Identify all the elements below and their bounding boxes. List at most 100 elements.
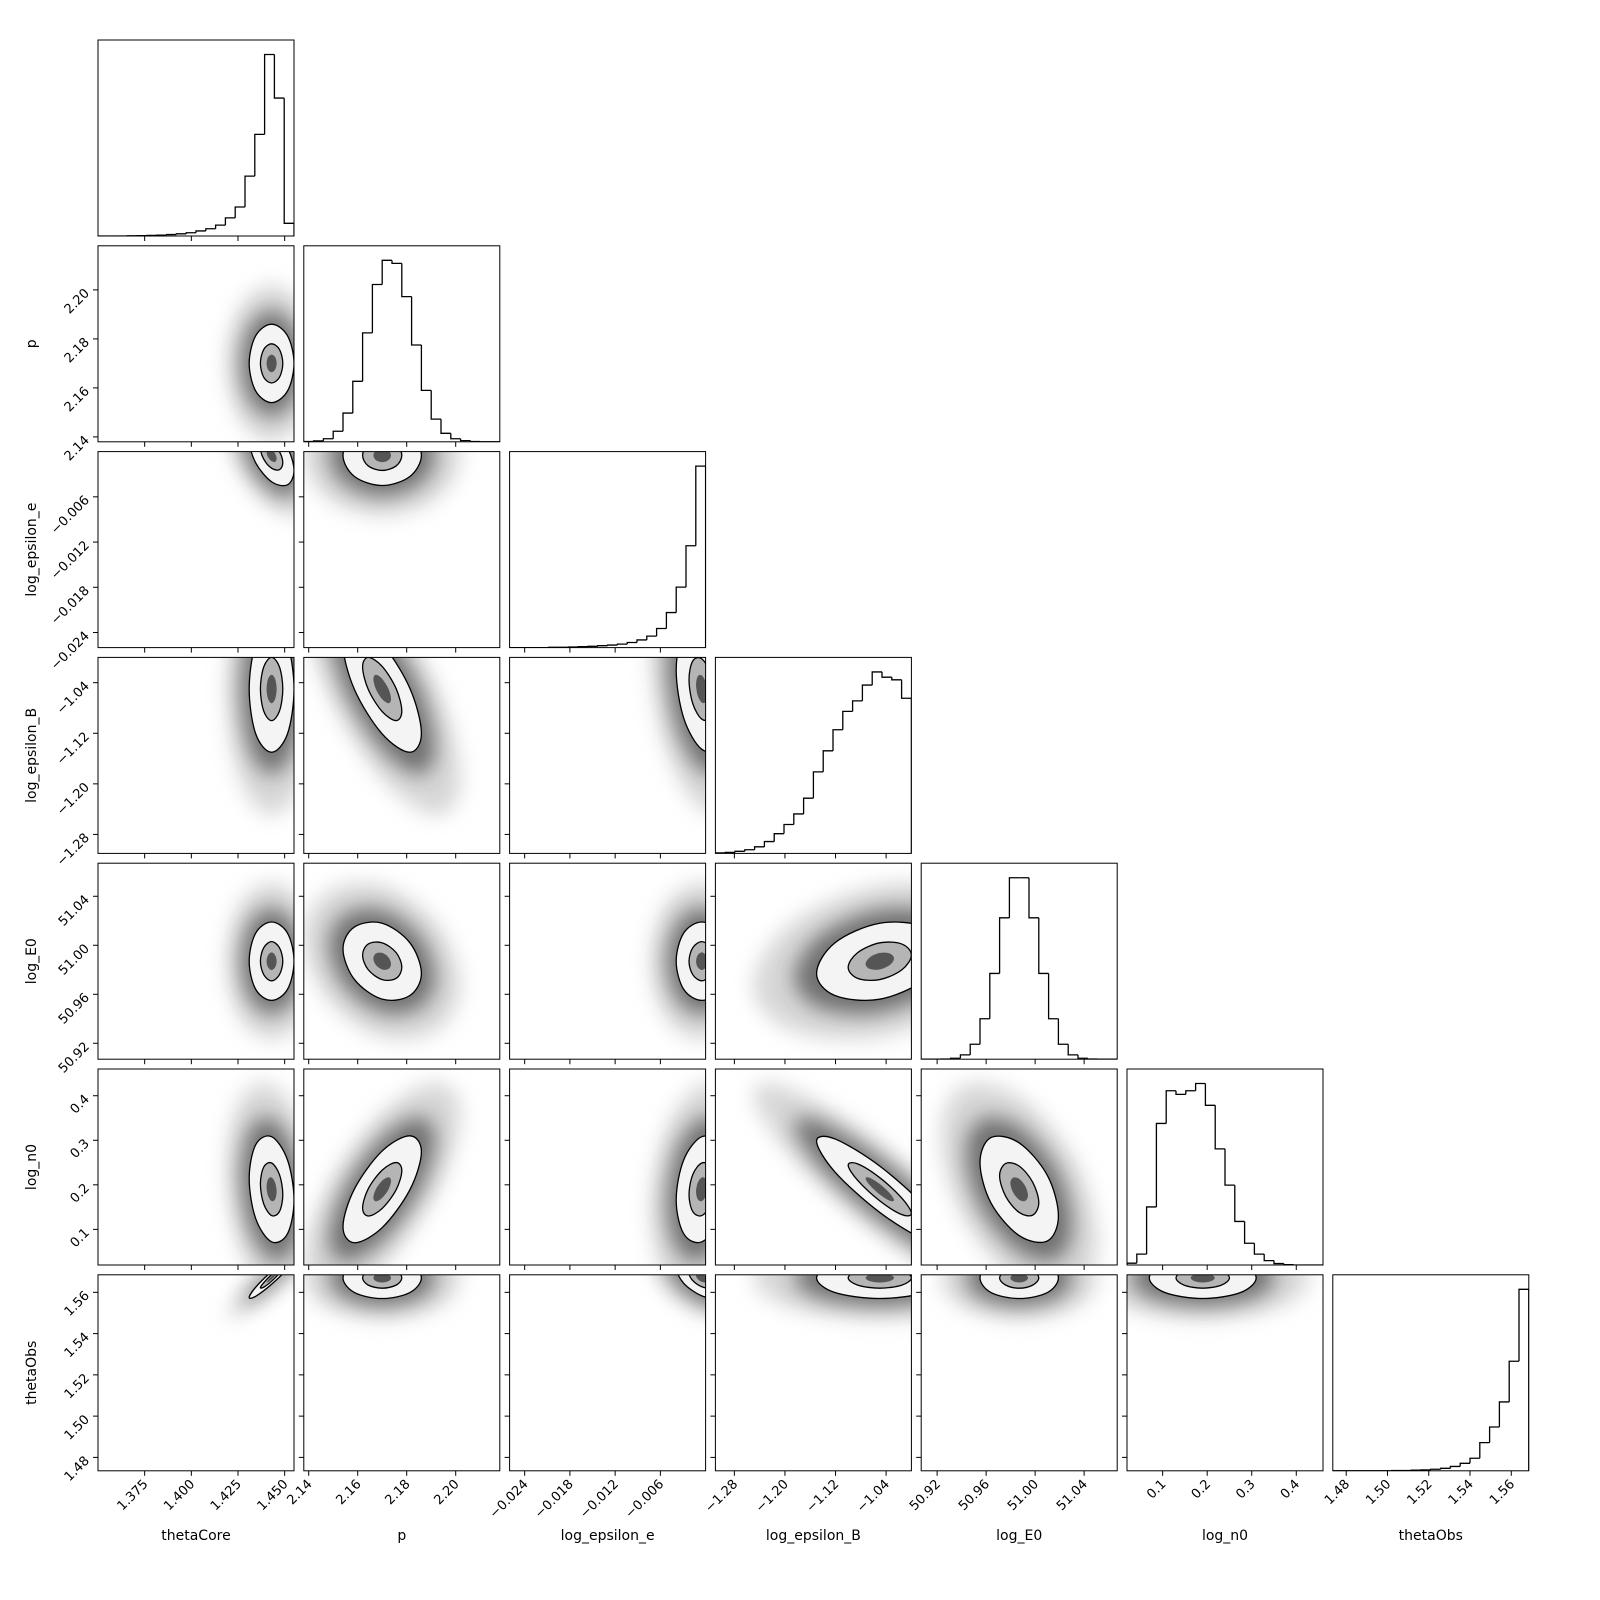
histogram-bin: [1047, 973, 1059, 1020]
panel-content: [303, 259, 500, 442]
histogram-bin: [891, 677, 902, 681]
histogram-bin: [401, 263, 412, 298]
x-tick-label: 51.04: [1054, 1477, 1091, 1514]
y-tick-label: 2.18: [62, 335, 93, 366]
x-tick-label: 2.14: [284, 1477, 315, 1508]
density-panel: [714, 1274, 912, 1472]
density-peak: [865, 1274, 895, 1283]
histogram-bin: [332, 430, 343, 439]
density-peak: [266, 1274, 276, 1283]
density-peak: [373, 952, 392, 970]
histogram-bin: [1165, 1090, 1176, 1124]
density-panel: [97, 862, 295, 1060]
y-tick-label: 2.16: [62, 384, 93, 415]
histogram-bin: [371, 283, 383, 333]
histogram-bin: [1224, 1148, 1235, 1186]
density-panel: [714, 862, 912, 1060]
panel-content: [303, 882, 461, 1040]
histogram-bin: [391, 260, 402, 264]
histogram-bin: [1263, 1254, 1274, 1262]
histogram-bin: [724, 851, 735, 853]
panel-content: [226, 882, 294, 1040]
panel-content: [656, 1274, 706, 1316]
density-panel: [714, 1068, 912, 1266]
y-axis-label: log_epsilon_e: [24, 503, 40, 597]
panel-frame: [509, 1068, 707, 1266]
histogram-panel: [920, 862, 1118, 1060]
density-panel: [97, 451, 295, 649]
histogram-bin: [626, 641, 637, 645]
y-tick-label: −1.20: [54, 780, 93, 819]
panel-content: [303, 1082, 461, 1265]
histogram-bin: [1127, 1262, 1137, 1265]
density-peak: [1010, 1274, 1029, 1283]
panel-content: [940, 1083, 1098, 1265]
histogram-bin: [224, 217, 236, 226]
y-axis-label: thetaObs: [24, 1341, 40, 1405]
histogram-bin: [1185, 1090, 1196, 1095]
x-tick-label: 1.400: [161, 1477, 198, 1514]
panel-frame: [509, 862, 707, 1060]
panel-content: [226, 285, 294, 442]
histogram-bin: [1057, 1018, 1069, 1045]
x-tick-label: −1.04: [854, 1477, 893, 1516]
density-peak: [266, 674, 277, 704]
density-panel: [303, 656, 501, 854]
density-panel: [509, 656, 707, 854]
density-panel: [509, 1068, 707, 1266]
y-tick-label: −0.024: [48, 629, 93, 674]
x-tick-label: 1.54: [1446, 1477, 1477, 1508]
histogram-bin: [420, 345, 432, 392]
panel-frame: [97, 1068, 295, 1266]
x-tick-label: 2.16: [333, 1477, 364, 1508]
x-tick-label: 0.1: [1144, 1477, 1169, 1502]
panel-frame: [97, 39, 295, 237]
histogram-bin: [1145, 1206, 1157, 1255]
histogram-bin: [1439, 1467, 1451, 1470]
histogram-bin: [822, 750, 833, 772]
histogram-bin: [1283, 1263, 1294, 1265]
panel-content: [650, 882, 706, 1040]
histogram-bin: [175, 233, 187, 235]
panel-content: [303, 451, 461, 516]
panel-content: [650, 1083, 706, 1265]
panel-frame: [303, 1274, 501, 1472]
histogram-bin: [1155, 1122, 1167, 1207]
panel-content: [226, 657, 294, 816]
panel-content: [1127, 1082, 1323, 1265]
panel-content: [753, 882, 912, 1040]
x-tick-label: −1.28: [702, 1477, 741, 1516]
density-peak: [696, 1274, 706, 1283]
histogram-bin: [165, 233, 177, 236]
histogram-panel: [509, 451, 707, 649]
panel-frame: [303, 245, 501, 443]
histogram-bin: [1253, 1243, 1265, 1255]
histogram-bin: [1038, 917, 1049, 975]
histogram-bin: [636, 639, 647, 643]
histogram-bin: [773, 833, 784, 842]
panel-frame: [920, 862, 1118, 1060]
density-panel: [303, 451, 501, 649]
panel-content: [231, 451, 294, 516]
density-peak: [373, 674, 392, 704]
y-tick-label: 2.14: [62, 433, 93, 464]
histogram-bin: [616, 643, 628, 646]
y-axis-label: log_epsilon_B: [24, 708, 40, 803]
histogram-bin: [254, 133, 265, 177]
histogram-bin: [1273, 1260, 1284, 1265]
panel-frame: [1332, 1274, 1530, 1472]
panel-frame: [509, 451, 707, 649]
histogram-bin: [1498, 1401, 1510, 1427]
y-tick-label: −1.04: [54, 679, 93, 718]
histogram-bin: [744, 849, 755, 852]
density-peak: [696, 952, 706, 971]
y-tick-label: 1.52: [62, 1371, 93, 1402]
histogram-bin: [1243, 1221, 1255, 1244]
y-tick-label: 51.04: [56, 892, 93, 929]
histogram-bin: [361, 332, 373, 382]
histogram-bin: [214, 224, 226, 229]
x-axis-label: log_E0: [996, 1528, 1042, 1544]
density-panel: [920, 1274, 1118, 1472]
